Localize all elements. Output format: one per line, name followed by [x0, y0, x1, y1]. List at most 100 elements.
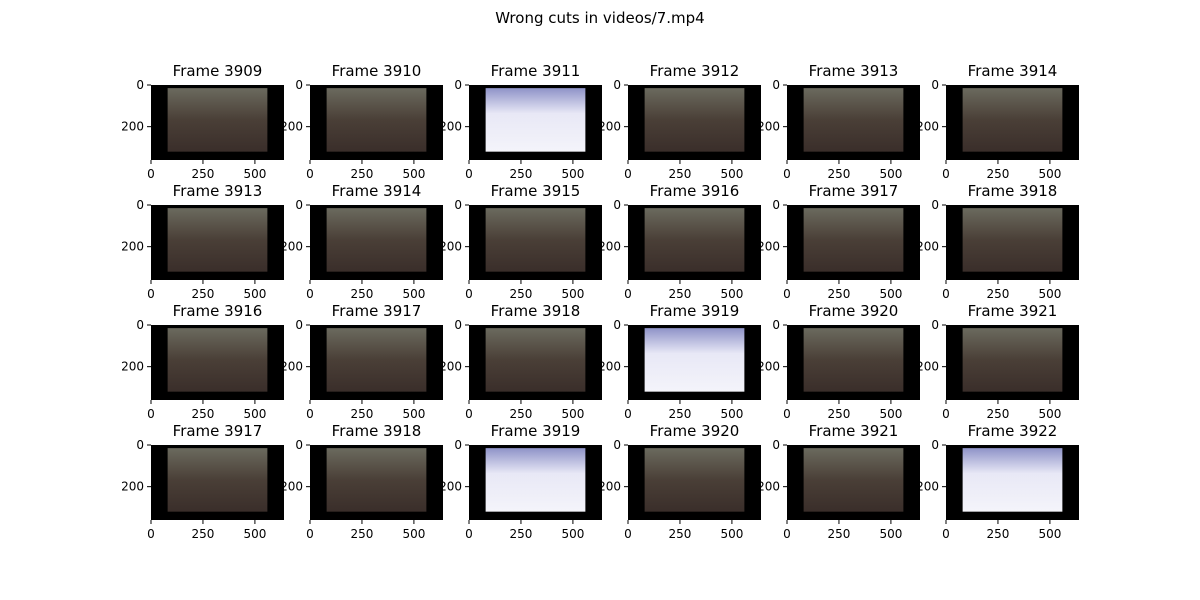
y-tick-label: 0	[136, 198, 144, 212]
y-tick-label: 200	[757, 360, 780, 374]
x-tick-label: 0	[306, 407, 314, 421]
y-tick-label: 0	[772, 318, 780, 332]
y-tick-label: 200	[916, 480, 939, 494]
y-tick-label: 0	[772, 78, 780, 92]
frame-image	[326, 88, 427, 152]
frame-image	[326, 448, 427, 512]
x-tick-label: 0	[783, 167, 791, 181]
frame-image	[485, 208, 586, 272]
x-tick-label: 250	[510, 527, 533, 541]
y-tick-label: 200	[439, 480, 462, 494]
x-tick-label: 250	[510, 287, 533, 301]
y-tick-label: 0	[295, 438, 303, 452]
y-tick-label: 200	[757, 240, 780, 254]
x-tick-label: 500	[243, 407, 266, 421]
x-tick-label: 250	[351, 287, 374, 301]
y-tick-label: 0	[295, 78, 303, 92]
y-tick-label: 200	[598, 240, 621, 254]
x-tick-label: 0	[624, 167, 632, 181]
x-tick-label: 0	[942, 527, 950, 541]
frame-image	[803, 328, 904, 392]
x-tick-label: 500	[402, 287, 425, 301]
panel-title: Frame 3910	[332, 62, 422, 80]
y-tick-label: 0	[931, 78, 939, 92]
y-tick-label: 0	[613, 438, 621, 452]
x-tick-label: 500	[561, 407, 584, 421]
frame-image	[803, 448, 904, 512]
panel-title: Frame 3913	[809, 62, 899, 80]
frame-image	[644, 328, 745, 392]
x-tick-label: 500	[402, 407, 425, 421]
y-tick-label: 200	[598, 120, 621, 134]
x-tick-label: 0	[465, 287, 473, 301]
y-tick-label: 0	[454, 198, 462, 212]
frame-image	[485, 448, 586, 512]
x-tick-label: 500	[720, 407, 743, 421]
x-tick-label: 250	[351, 527, 374, 541]
y-tick-label: 0	[613, 198, 621, 212]
x-tick-label: 0	[147, 407, 155, 421]
y-tick-label: 200	[121, 120, 144, 134]
x-tick-label: 250	[192, 527, 215, 541]
x-tick-label: 250	[510, 167, 533, 181]
frame-image	[644, 448, 745, 512]
x-tick-label: 250	[192, 407, 215, 421]
x-tick-label: 0	[783, 287, 791, 301]
y-tick-label: 0	[613, 78, 621, 92]
x-tick-label: 500	[402, 167, 425, 181]
x-tick-label: 0	[942, 407, 950, 421]
y-tick-label: 0	[772, 198, 780, 212]
y-tick-label: 0	[295, 318, 303, 332]
x-tick-label: 250	[669, 407, 692, 421]
frame-image	[326, 208, 427, 272]
frame-image	[644, 88, 745, 152]
x-tick-label: 500	[879, 167, 902, 181]
panel-title: Frame 3911	[491, 62, 581, 80]
x-tick-label: 500	[879, 407, 902, 421]
panel-title: Frame 3915	[491, 182, 581, 200]
x-tick-label: 500	[879, 527, 902, 541]
y-tick-label: 0	[931, 198, 939, 212]
x-tick-label: 500	[720, 287, 743, 301]
x-tick-label: 500	[720, 167, 743, 181]
y-tick-label: 0	[295, 198, 303, 212]
x-tick-label: 0	[465, 167, 473, 181]
x-tick-label: 250	[669, 167, 692, 181]
x-tick-label: 500	[561, 527, 584, 541]
y-tick-label: 0	[136, 438, 144, 452]
x-tick-label: 0	[465, 527, 473, 541]
frame-image	[962, 88, 1063, 152]
panel-title: Frame 3918	[332, 422, 422, 440]
x-tick-label: 0	[306, 527, 314, 541]
x-tick-label: 250	[510, 407, 533, 421]
x-tick-label: 250	[828, 527, 851, 541]
y-tick-label: 200	[916, 120, 939, 134]
panel-title: Frame 3918	[491, 302, 581, 320]
x-tick-label: 0	[306, 167, 314, 181]
y-tick-label: 0	[931, 438, 939, 452]
x-tick-label: 0	[942, 287, 950, 301]
x-tick-label: 0	[306, 287, 314, 301]
x-tick-label: 0	[942, 167, 950, 181]
panel-title: Frame 3921	[809, 422, 899, 440]
x-tick-label: 0	[147, 167, 155, 181]
x-tick-label: 250	[987, 287, 1010, 301]
y-tick-label: 200	[916, 360, 939, 374]
y-tick-label: 0	[772, 438, 780, 452]
panel-title: Frame 3920	[650, 422, 740, 440]
y-tick-label: 0	[136, 318, 144, 332]
x-tick-label: 250	[987, 407, 1010, 421]
panel-title: Frame 3913	[173, 182, 263, 200]
frame-image	[962, 328, 1063, 392]
y-tick-label: 0	[454, 318, 462, 332]
x-tick-label: 500	[561, 167, 584, 181]
panel-title: Frame 3917	[332, 302, 422, 320]
panel-title: Frame 3919	[650, 302, 740, 320]
frame-image	[803, 208, 904, 272]
x-tick-label: 250	[192, 167, 215, 181]
panel-title: Frame 3920	[809, 302, 899, 320]
frame-image	[326, 328, 427, 392]
x-tick-label: 250	[192, 287, 215, 301]
x-tick-label: 250	[351, 407, 374, 421]
